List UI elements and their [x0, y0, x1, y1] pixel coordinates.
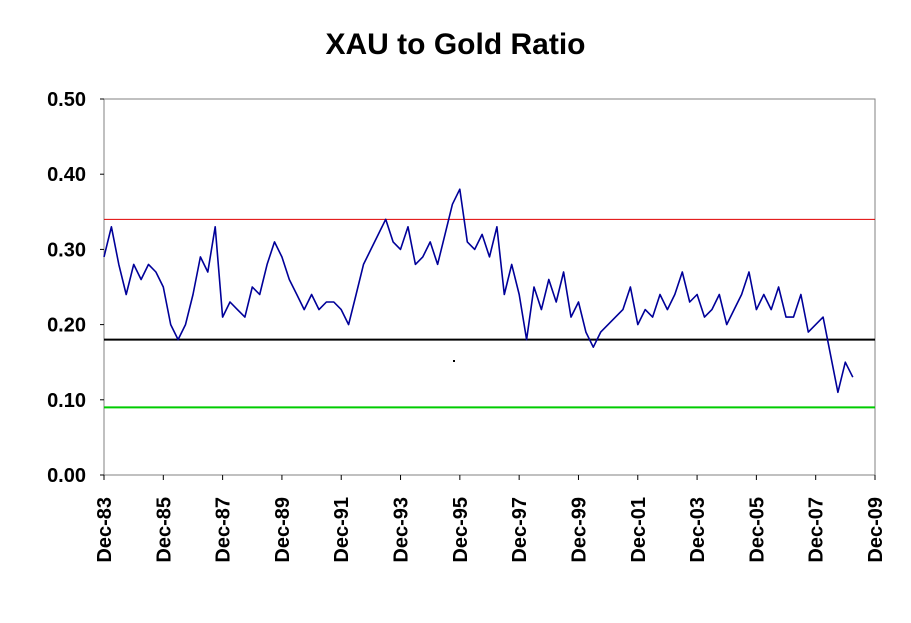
series-layer	[103, 188, 854, 394]
x-tick-label: Dec-97	[509, 497, 531, 563]
y-tick-label: 0.00	[47, 465, 86, 487]
x-tick-label: Dec-89	[272, 497, 294, 563]
y-tick-label: 0.40	[47, 164, 86, 186]
y-tick-label: 0.30	[47, 239, 86, 261]
x-tick-label: Dec-87	[213, 497, 235, 563]
reference-lines	[104, 218, 875, 409]
x-tick-label: Dec-85	[153, 497, 175, 563]
x-tick-label: Dec-07	[806, 497, 828, 563]
x-tick-label: Dec-01	[628, 497, 650, 563]
chart-title: XAU to Gold Ratio	[325, 28, 586, 61]
x-tick-label: Dec-93	[391, 497, 413, 563]
series-line	[103, 188, 854, 394]
x-tick-label: Dec-83	[94, 497, 116, 563]
y-axis: 0.00 0.10 0.20 0.30 0.40 0.50	[47, 89, 104, 487]
plot-area	[103, 98, 876, 476]
x-axis: Dec-83 Dec-85 Dec-87 Dec-89 Dec-91 Dec-93 Dec-…	[94, 475, 887, 563]
y-tick-label: 0.20	[47, 315, 86, 337]
x-tick-label: Dec-09	[865, 497, 887, 563]
x-tick-label: Dec-91	[331, 497, 353, 563]
y-tick-label: 0.10	[47, 390, 86, 412]
x-tick-label: Dec-99	[568, 497, 590, 563]
plot-frame	[103, 98, 876, 476]
x-tick-label: Dec-95	[450, 497, 472, 563]
x-tick-label: Dec-03	[687, 497, 709, 563]
x-tick-label: Dec-05	[746, 497, 768, 563]
stray-mark	[453, 360, 455, 362]
y-tick-label: 0.50	[47, 89, 86, 111]
